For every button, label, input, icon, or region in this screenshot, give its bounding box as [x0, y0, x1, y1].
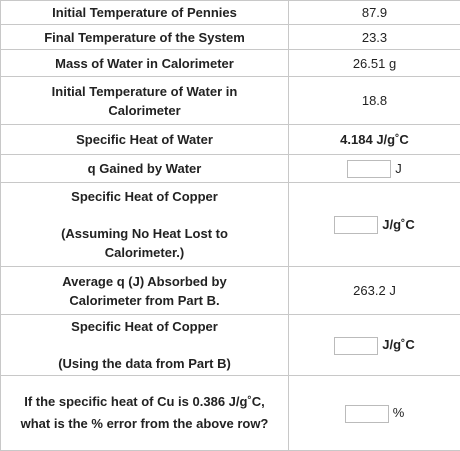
label: Specific Heat of Copper — [41, 187, 248, 206]
label: Average q (J) Absorbed by Calorimeter fr… — [1, 267, 289, 315]
row: Specific Heat of Water 4.184 J/g˚C — [1, 125, 460, 155]
answer-input[interactable] — [347, 160, 391, 178]
row: Initial Temperature of Pennies 87.9 — [1, 1, 460, 25]
answer-input[interactable] — [334, 216, 378, 234]
label: Mass of Water in Calorimeter — [1, 50, 289, 77]
row: Average q (J) Absorbed by Calorimeter fr… — [1, 267, 460, 315]
unit: % — [393, 405, 405, 420]
value: 26.51 g — [289, 50, 460, 77]
value-cell: J/g˚C — [289, 183, 460, 267]
row: Specific Heat of Copper (Assuming No Heat… — [1, 183, 460, 267]
row: Mass of Water in Calorimeter 26.51 g — [1, 50, 460, 77]
value-cell: J — [289, 155, 460, 183]
label: Initial Temperature of Water in Calorime… — [1, 77, 289, 125]
value: 263.2 J — [289, 267, 460, 315]
label-cell: Specific Heat of Copper (Using the data f… — [1, 315, 289, 376]
row: q Gained by Water J — [1, 155, 460, 183]
label: Specific Heat of Water — [1, 125, 289, 155]
unit: J/g˚C — [382, 217, 415, 232]
note: (Assuming No Heat Lost to Calorimeter.) — [41, 224, 248, 262]
row: Final Temperature of the System 23.3 — [1, 25, 460, 50]
row: If the specific heat of Cu is 0.386 J/g˚… — [1, 376, 460, 451]
answer-input[interactable] — [334, 337, 378, 355]
answer-input[interactable] — [345, 405, 389, 423]
row: Specific Heat of Copper (Using the data f… — [1, 315, 460, 376]
label: Final Temperature of the System — [1, 25, 289, 50]
row: Initial Temperature of Water in Calorime… — [1, 77, 460, 125]
value-cell: J/g˚C — [289, 315, 460, 376]
note: (Using the data from Part B) — [7, 354, 282, 373]
label: Initial Temperature of Pennies — [1, 1, 289, 25]
value: 18.8 — [289, 77, 460, 125]
unit: J — [395, 161, 402, 176]
label-cell: Specific Heat of Copper (Assuming No Heat… — [1, 183, 289, 267]
value-cell: % — [289, 376, 460, 451]
value: 4.184 J/g˚C — [289, 125, 460, 155]
label: Specific Heat of Copper — [7, 317, 282, 336]
value: 23.3 — [289, 25, 460, 50]
label: q Gained by Water — [1, 155, 289, 183]
value: 87.9 — [289, 1, 460, 25]
label: If the specific heat of Cu is 0.386 J/g˚… — [1, 376, 289, 451]
unit: J/g˚C — [382, 337, 415, 352]
